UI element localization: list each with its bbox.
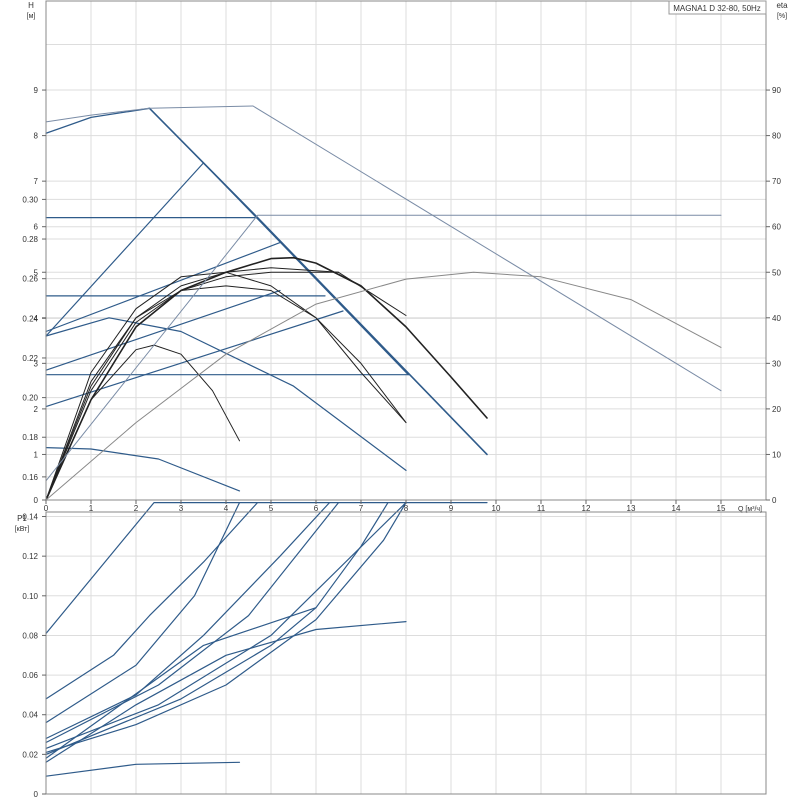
eta-tick-label: 80: [772, 132, 781, 141]
h-tick-label: 2: [34, 405, 39, 414]
q-tick-label: 3: [179, 504, 184, 513]
h-tick-label: 8: [34, 132, 39, 141]
q-tick-label: 0: [44, 504, 49, 513]
q-tick-label: 11: [537, 504, 546, 513]
q-tick-label: 7: [359, 504, 364, 513]
q-tick-label: 4: [224, 504, 229, 513]
lower-grid: [46, 198, 767, 794]
head-curve-9: [45, 242, 281, 333]
p1-tick-label: 0.12: [22, 552, 38, 561]
efficiency-curve-18: [45, 271, 407, 501]
q-tick-label: 9: [449, 504, 454, 513]
h-tick-label: 4: [34, 314, 39, 323]
p1-tick-label: 0.20: [22, 394, 38, 403]
q-tick-label: 6: [314, 504, 319, 513]
h-axis-title: H: [28, 1, 34, 10]
eta-tick-label: 0: [772, 496, 777, 505]
chart-title-box: [668, 0, 767, 15]
h-tick-label: 0: [34, 496, 39, 505]
upper-grid: [46, 1, 767, 500]
upper-series-group: [45, 105, 722, 501]
eta-tick-label: 60: [772, 223, 781, 232]
eta-tick-label: 70: [772, 177, 781, 186]
power-curve-5: [45, 502, 340, 744]
power-curve-3: [45, 502, 241, 724]
p1-tick-label: 0.24: [22, 314, 38, 323]
q-tick-label: 5: [269, 504, 274, 513]
eta-tick-label: 40: [772, 314, 781, 323]
efficiency-curve-14: [45, 256, 488, 501]
p1-tick-label: 0.10: [22, 592, 38, 601]
q-tick-label: 15: [717, 504, 726, 513]
h-tick-label: 6: [34, 223, 39, 232]
efficiency-curve-17: [45, 285, 407, 501]
head-curve-3: [252, 105, 722, 392]
q-tick-label: 2: [134, 504, 139, 513]
eta-tick-label: 50: [772, 268, 781, 277]
q-tick-label: 8: [404, 504, 409, 513]
power-curve-7: [45, 502, 407, 753]
p1-tick-label: 0.26: [22, 275, 38, 284]
power-curve-11: [45, 761, 241, 777]
eta-axis-unit: [%]: [777, 13, 787, 20]
lower-series-group: [45, 214, 722, 777]
p1-tick-label: 0.28: [22, 235, 38, 244]
lower-axes: 0 0.02 0.04 0.06 0.08 0.10 0.12 0.14 0.16 0.18 0.2…: [22, 195, 767, 799]
q-tick-label: 10: [492, 504, 501, 513]
q-tick-label: 12: [582, 504, 591, 513]
h-axis-unit: [м]: [27, 13, 36, 20]
q-axis-title: Q [м³/ч]: [738, 506, 762, 513]
h-tick-label: 9: [34, 86, 39, 95]
p1-tick-label: 0.22: [22, 354, 38, 363]
p1-tick-label: 0.02: [22, 750, 38, 759]
power-curve-4: [45, 502, 331, 740]
p1-tick-label: 0: [34, 790, 39, 799]
power-curve-10: [45, 607, 317, 759]
h-tick-label: 7: [34, 177, 39, 186]
p1-tick-label: 0.14: [22, 513, 38, 522]
power-curve-2: [45, 502, 259, 700]
eta-tick-label: 20: [772, 405, 781, 414]
h-tick-label: 5: [34, 268, 39, 277]
q-tick-label: 1: [89, 504, 94, 513]
p1-tick-label: 0.18: [22, 433, 38, 442]
head-curve-12: [45, 317, 407, 471]
eta-tick-label: 10: [772, 450, 781, 459]
p1-tick-label: 0.16: [22, 473, 38, 482]
eta-axis-title: eta: [776, 1, 788, 10]
eta-tick-label: 30: [772, 359, 781, 368]
head-curve-5: [45, 162, 205, 337]
p1-axis-title: P1: [17, 514, 27, 523]
head-curve-10: [45, 289, 281, 371]
lower-plot-frame: [45, 511, 767, 795]
p1-tick-label: 0.30: [22, 195, 38, 204]
head-curve-11: [45, 310, 344, 408]
p1-tick-label: 0.08: [22, 631, 38, 640]
efficiency-curve-16: [45, 267, 339, 501]
chart-title: MAGNA1 D 32-80, 50Hz: [673, 4, 761, 13]
power-curve-1: [45, 502, 488, 635]
head-curve-0: [45, 107, 151, 134]
power-curve-0: [45, 214, 722, 482]
p1-axis-unit: [кВт]: [15, 526, 30, 533]
power-curve-8: [45, 502, 389, 755]
p1-tick-label: 0.06: [22, 671, 38, 680]
q-tick-label: 14: [672, 504, 681, 513]
p1-tick-label: 0.04: [22, 711, 38, 720]
power-curve-9: [45, 621, 407, 763]
eta-tick-label: 90: [772, 86, 781, 95]
q-tick-label: 13: [627, 504, 636, 513]
head-curve-6: [202, 162, 409, 376]
h-tick-label: 1: [34, 450, 39, 459]
h-tick-label: 3: [34, 359, 39, 368]
efficiency-curve-20: [45, 271, 722, 501]
head-curve-2: [45, 105, 254, 123]
